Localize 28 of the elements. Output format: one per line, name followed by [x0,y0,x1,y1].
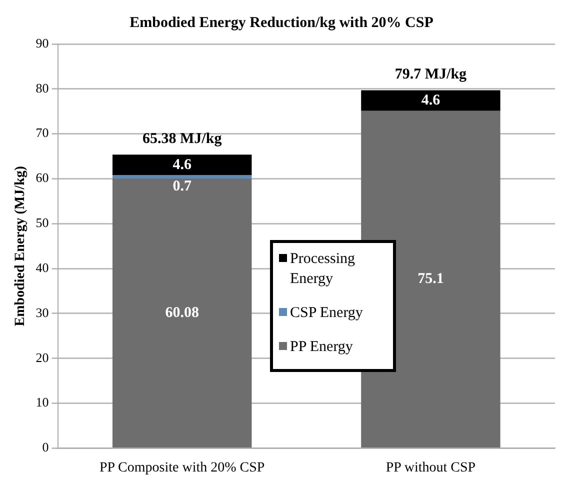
bar [361,90,500,111]
data-label: 0.7 [172,178,192,195]
y-tick-label: 10 [36,394,49,410]
bar [112,154,252,176]
x-tick-label: PP without CSP [386,460,476,476]
y-tick-label: 60 [36,170,49,186]
legend-label: Processing Energy [290,250,356,289]
y-tick-label: 50 [36,215,49,230]
total-label: 65.38 MJ/kg [142,130,222,147]
y-tick-label: 90 [36,35,49,50]
total-label: 79.7 MJ/kg [394,66,468,83]
bar [112,178,252,448]
data-label: 4.6 [172,156,192,173]
chart-title: Embodied Energy Reduction/kg with 20% CSP [130,14,434,31]
data-label: 60.08 [165,304,199,321]
y-tick-label: 0 [42,440,49,455]
legend-label: CSP Energy [290,304,363,323]
y-tick-label: 80 [36,80,49,96]
y-tick-label: 30 [36,304,49,320]
y-tick-label: 20 [36,350,49,365]
data-label: 4.6 [421,92,441,108]
bar [112,175,252,178]
y-tick-label: 40 [36,260,49,275]
y-axis-title: Embodied Energy (MJ/kg) [13,166,28,326]
x-tick-label: PP Composite with 20% CSP [100,460,265,476]
data-label: 75.1 [418,271,444,288]
y-tick-label: 70 [36,125,49,140]
legend-label: PP Energy [290,338,353,357]
